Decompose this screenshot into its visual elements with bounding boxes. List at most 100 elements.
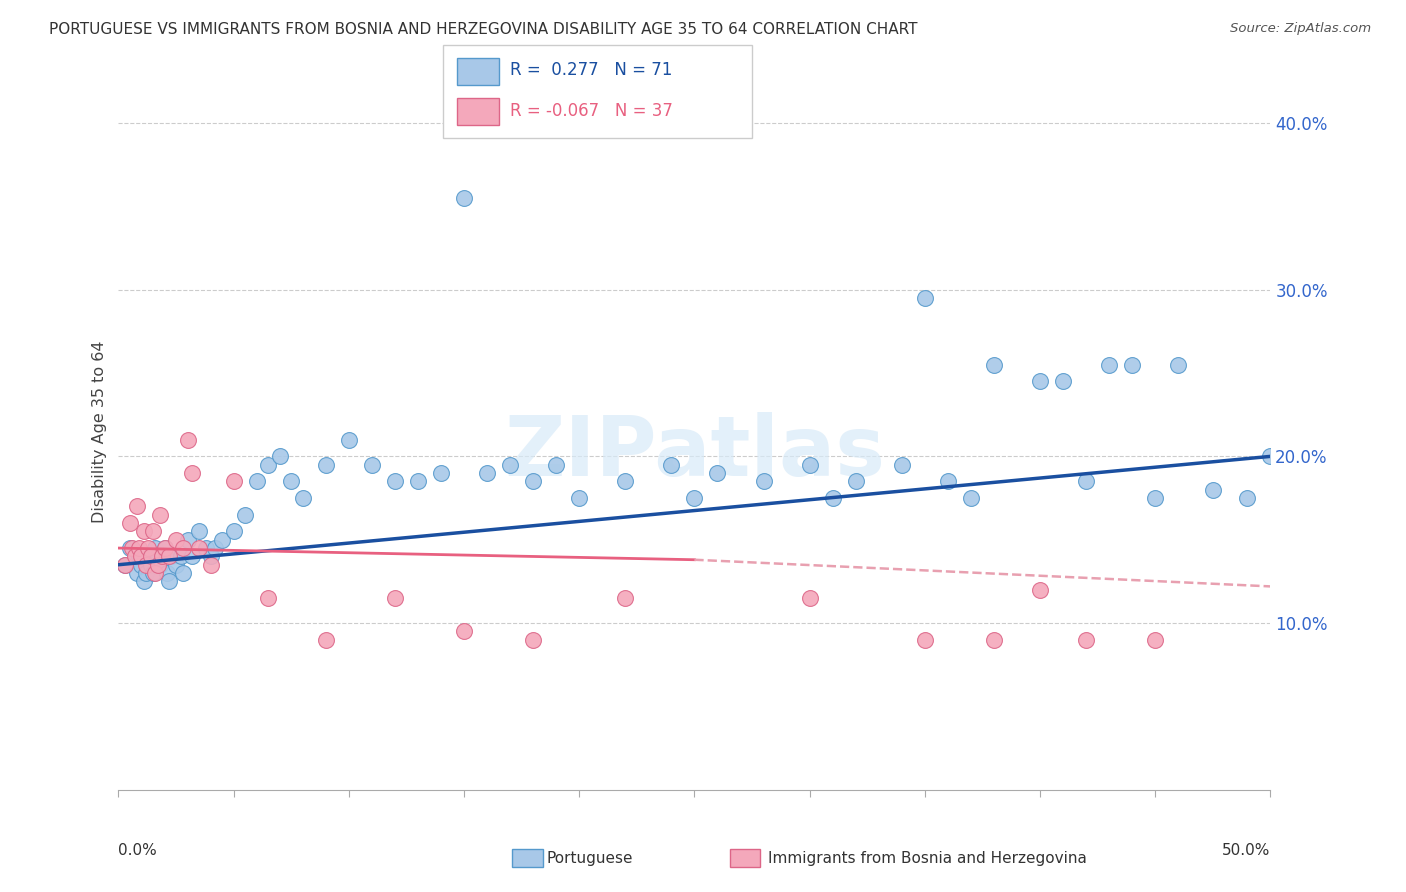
Point: [522, 632, 544, 647]
Point: [799, 458, 821, 472]
Point: [143, 541, 166, 555]
Point: [661, 458, 683, 472]
Point: [752, 475, 775, 489]
Point: [337, 433, 360, 447]
Point: [181, 466, 204, 480]
Point: [169, 549, 191, 564]
Point: [138, 541, 160, 555]
Point: [1029, 375, 1052, 389]
Point: [172, 566, 194, 580]
Text: 50.0%: 50.0%: [1222, 843, 1271, 858]
Point: [1236, 491, 1258, 505]
Point: [315, 632, 337, 647]
Point: [176, 533, 198, 547]
Point: [845, 475, 868, 489]
Point: [128, 549, 150, 564]
Point: [188, 524, 211, 539]
Point: [1121, 358, 1143, 372]
Point: [246, 475, 269, 489]
Point: [706, 466, 728, 480]
Point: [291, 491, 314, 505]
Point: [614, 475, 637, 489]
Point: [118, 541, 141, 555]
Point: [406, 475, 429, 489]
Point: [200, 549, 222, 564]
Point: [181, 549, 204, 564]
Point: [114, 558, 136, 572]
Point: [124, 549, 146, 564]
Point: [475, 466, 498, 480]
Point: [384, 475, 406, 489]
Point: [172, 541, 194, 555]
Point: [799, 591, 821, 605]
Point: [138, 549, 160, 564]
Point: [131, 558, 153, 572]
Point: [165, 558, 187, 572]
Point: [568, 491, 591, 505]
Point: [522, 475, 544, 489]
Point: [960, 491, 983, 505]
Point: [176, 433, 198, 447]
Point: [188, 541, 211, 555]
Text: Portuguese: Portuguese: [547, 851, 633, 865]
Point: [157, 549, 180, 564]
Point: [983, 632, 1005, 647]
Point: [1029, 582, 1052, 597]
Point: [146, 558, 169, 572]
Point: [1098, 358, 1121, 372]
Point: [1052, 375, 1074, 389]
Point: [384, 591, 406, 605]
Point: [257, 591, 280, 605]
Point: [149, 558, 172, 572]
Point: [142, 566, 165, 580]
Point: [983, 358, 1005, 372]
Point: [195, 541, 218, 555]
Point: [453, 191, 475, 205]
Point: [143, 566, 166, 580]
Point: [150, 549, 173, 564]
Point: [128, 541, 150, 555]
Text: R = -0.067   N = 37: R = -0.067 N = 37: [510, 103, 673, 120]
Point: [1144, 491, 1167, 505]
Point: [132, 524, 155, 539]
Point: [139, 558, 162, 572]
Y-axis label: Disability Age 35 to 64: Disability Age 35 to 64: [93, 340, 107, 523]
Point: [146, 549, 169, 564]
Point: [1144, 632, 1167, 647]
Point: [222, 524, 245, 539]
Point: [453, 624, 475, 639]
Point: [614, 591, 637, 605]
Point: [118, 516, 141, 530]
Point: [360, 458, 382, 472]
Point: [160, 549, 183, 564]
Point: [131, 549, 153, 564]
Point: [257, 458, 280, 472]
Point: [914, 632, 936, 647]
Point: [269, 450, 291, 464]
Point: [121, 541, 143, 555]
Point: [315, 458, 337, 472]
Point: [135, 566, 157, 580]
Point: [222, 475, 245, 489]
Point: [211, 533, 233, 547]
Text: Source: ZipAtlas.com: Source: ZipAtlas.com: [1230, 22, 1371, 36]
Text: Immigrants from Bosnia and Herzegovina: Immigrants from Bosnia and Herzegovina: [768, 851, 1087, 865]
Point: [149, 508, 172, 522]
Point: [1074, 632, 1097, 647]
Point: [430, 466, 453, 480]
Point: [204, 541, 226, 555]
Point: [280, 475, 302, 489]
Point: [165, 533, 187, 547]
Point: [233, 508, 256, 522]
Point: [153, 541, 176, 555]
Point: [1202, 483, 1225, 497]
Text: 0.0%: 0.0%: [118, 843, 157, 858]
Point: [821, 491, 844, 505]
Point: [1167, 358, 1189, 372]
Point: [200, 558, 222, 572]
Point: [132, 574, 155, 589]
Point: [125, 500, 148, 514]
Point: [125, 566, 148, 580]
Point: [890, 458, 912, 472]
Point: [683, 491, 706, 505]
